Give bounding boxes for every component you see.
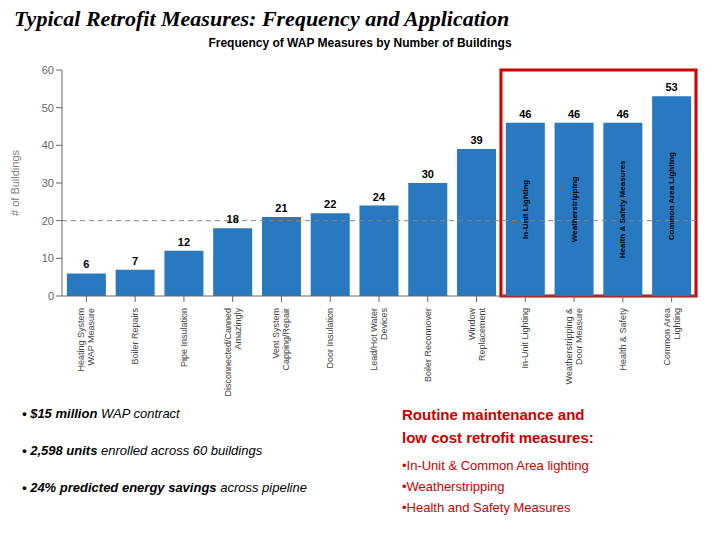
svg-text:Common Area Lighting: Common Area Lighting (667, 152, 676, 240)
svg-text:Weatherstripping &Door Measure: Weatherstripping &Door Measure (564, 308, 584, 384)
svg-text:7: 7 (132, 255, 138, 267)
svg-text:Boiler Repairs: Boiler Repairs (130, 308, 140, 365)
svg-text:50: 50 (42, 102, 54, 114)
svg-text:24: 24 (373, 191, 386, 203)
html-text:•Weatherstripping: •Weatherstripping (402, 479, 505, 494)
svg-text:Heating SystemWAP Measure: Heating SystemWAP Measure (76, 308, 96, 372)
svg-text:10: 10 (42, 252, 54, 264)
html-text:• 24% predicted energy savings: • 24% predicted energy savings across pi… (22, 480, 307, 495)
svg-text:WindowReplacement: WindowReplacement (467, 308, 487, 362)
svg-text:Lead/Hot WaterDevices: Lead/Hot WaterDevices (369, 308, 389, 371)
html-text:•Health and Safety Measures: •Health and Safety Measures (402, 500, 571, 515)
html-text:Typical Retrofit Measures: Fre: Typical Retrofit Measures: Frequency and… (14, 6, 510, 31)
svg-text:18: 18 (227, 213, 239, 225)
svg-text:Health & Safety: Health & Safety (618, 308, 628, 371)
svg-text:30: 30 (42, 177, 54, 189)
svg-text:In-Unit Lighting: In-Unit Lighting (520, 308, 530, 369)
svg-text:Disconnected/CannedAmazingly: Disconnected/CannedAmazingly (223, 308, 243, 396)
svg-text:Boiler Reconnover: Boiler Reconnover (423, 308, 433, 382)
svg-text:30: 30 (422, 168, 434, 180)
svg-text:21: 21 (275, 202, 287, 214)
svg-text:60: 60 (42, 64, 54, 76)
svg-text:46: 46 (519, 108, 531, 120)
html-text:Frequency of WAP Measures by N: Frequency of WAP Measures by Number of B… (208, 36, 512, 50)
svg-text:40: 40 (42, 139, 54, 151)
svg-text:0: 0 (48, 290, 54, 302)
html-text:• $15 million WAP contract: • $15 million WAP contract (22, 406, 180, 421)
svg-text:# of Buildings: # of Buildings (9, 149, 21, 216)
html-text:Routine maintenance and: Routine maintenance and (402, 406, 585, 423)
svg-text:20: 20 (42, 215, 54, 227)
svg-text:46: 46 (568, 108, 580, 120)
svg-text:22: 22 (324, 198, 336, 210)
svg-text:53: 53 (665, 81, 677, 93)
svg-text:Weatherstripping: Weatherstripping (570, 176, 579, 242)
svg-text:46: 46 (617, 108, 629, 120)
svg-text:6: 6 (83, 258, 89, 270)
svg-text:Common AreaLighting: Common AreaLighting (662, 308, 682, 366)
html-text:low cost retrofit measures:: low cost retrofit measures: (402, 429, 594, 446)
svg-text:Pipe Insulation: Pipe Insulation (179, 308, 189, 367)
svg-text:Door Insulation: Door Insulation (325, 308, 335, 369)
html-text:•In-Unit & Common Area lightin: •In-Unit & Common Area lighting (402, 458, 589, 473)
svg-text:Vent SystemCapping/Repair: Vent SystemCapping/Repair (271, 308, 291, 371)
svg-text:Health & Safety Measures: Health & Safety Measures (618, 160, 627, 258)
svg-text:39: 39 (470, 134, 482, 146)
svg-text:In-Unit Lighting: In-Unit Lighting (521, 180, 530, 239)
html-text:• 2,598 units enrolled across: • 2,598 units enrolled across 60 buildin… (22, 443, 263, 458)
svg-text:12: 12 (178, 236, 190, 248)
